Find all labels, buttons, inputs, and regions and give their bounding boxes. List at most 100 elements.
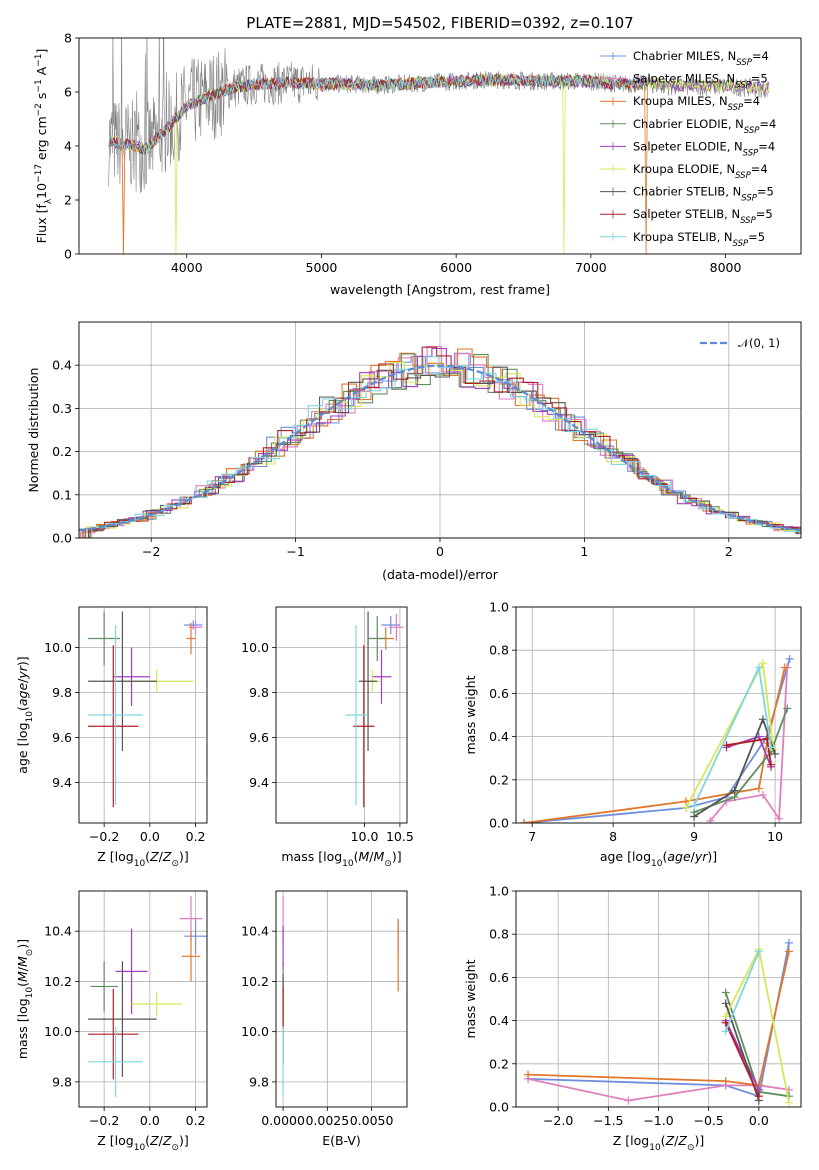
weight_vs_age-marker-salpeter_miles	[758, 790, 767, 799]
mass_vs_ebv-xtick-label: 0.0025	[305, 1113, 349, 1128]
weight_vs_age-xtick-label: 9	[690, 829, 698, 844]
weight_vs_age-lines	[520, 654, 794, 823]
residuals-hist	[79, 345, 801, 538]
weight_vs_z-ytick-label: 0.4	[489, 1013, 509, 1028]
age_vs_z-ytick-label: 10.0	[44, 640, 72, 655]
weight_vs_z-xtick-label: −0.5	[693, 1113, 723, 1128]
mass_vs_ebv-axes	[272, 891, 407, 1111]
legend-label-kroupa_elodie: Kroupa ELODIE, NSSP=4	[633, 162, 768, 181]
residuals-xtick-label: −1	[286, 544, 304, 559]
weight_vs_age-marker-kroupa_stelib	[767, 743, 776, 752]
residuals-axes	[75, 322, 801, 542]
age_vs_mass-xtick-label: 10.0	[351, 829, 379, 844]
residuals-xtick-label: 0	[436, 544, 444, 559]
mass_vs_ebv-ytick-label: 9.8	[249, 1074, 269, 1089]
spectrum-xtick-label: 7000	[575, 260, 607, 275]
weight_vs_age-marker-salpeter_miles	[706, 816, 715, 823]
mass_vs_z-ytick-label: 9.8	[52, 1074, 72, 1089]
weight_vs_age-xtick-label: 8	[609, 829, 617, 844]
residuals-ytick-label: 0.4	[52, 358, 72, 373]
weight_vs_z-marker-chabrier_stelib	[721, 999, 730, 1008]
mass-vs-z-xlabel: Z [log10(Z/Z⊙)]	[97, 1133, 189, 1153]
weight_vs_age-ytick-label: 0.6	[489, 686, 509, 701]
spectrum-ytick-label: 8	[64, 31, 72, 46]
spectrum-ytick-label: 6	[64, 85, 72, 100]
mass_vs_z-xtick-label: 0.2	[186, 1113, 206, 1128]
weight_vs_z-line-kroupa_elodie	[724, 946, 790, 1103]
residuals-ytick-label: 0.2	[52, 444, 72, 459]
residuals-hist-chabrier_miles	[79, 352, 801, 538]
weight_vs_age-ytick-label: 0.2	[489, 772, 509, 787]
weight_vs_age-line-kroupa_miles	[523, 667, 786, 823]
weight_vs_z-marker-salpeter_stelib	[754, 1092, 763, 1101]
weight_vs_z-frame	[515, 890, 802, 1108]
weight_vs_age-axes	[512, 606, 801, 827]
residuals-gaussian-curve	[79, 364, 801, 532]
weight_vs_z-ytick-label: 1.0	[489, 884, 509, 899]
legend-label-kroupa_stelib: Kroupa STELIB, NSSP=5	[633, 230, 765, 249]
weight-vs-z-xlabel: Z [log10(Z/Z⊙)]	[613, 1133, 705, 1153]
weight_vs_age-marker-kroupa_stelib	[690, 801, 699, 810]
residuals-ytick-label: 0.0	[52, 531, 72, 546]
weight_vs_z-line-salpeter_elodie	[724, 1020, 760, 1091]
legend-label-chabrier_miles: Chabrier MILES, NSSP=4	[633, 49, 769, 68]
spectrum-title: PLATE=2881, MJD=54502, FIBERID=0392, z=0…	[246, 14, 633, 32]
weight_vs_z-marker-kroupa_miles	[524, 1070, 533, 1079]
mass_vs_z-xtick-label: −0.2	[89, 1113, 119, 1128]
weight_vs_age-xtick-label: 10	[767, 829, 783, 844]
weight_vs_age-marker-kroupa_stelib	[754, 663, 763, 672]
residuals-hist-chabrier_elodie	[83, 353, 801, 538]
residuals-hist-salpeter_elodie	[84, 347, 801, 538]
weight_vs_age-marker-chabrier_stelib	[771, 749, 780, 758]
legend-label-chabrier_elodie: Chabrier ELODIE, NSSP=4	[633, 117, 776, 136]
age_vs_mass-frame	[275, 606, 408, 824]
spectrum-axes	[75, 37, 726, 258]
weight_vs_z-ytick-label: 0.8	[489, 927, 509, 942]
mass_vs_ebv-xtick-label: 0.0050	[350, 1113, 394, 1128]
weight_vs_z-marker-chabrier_miles	[784, 938, 793, 947]
weight_vs_age-marker-kroupa_elodie	[758, 659, 767, 668]
mass_vs_ebv-points	[282, 896, 399, 1097]
spectrum-ytick-label: 0	[64, 247, 72, 262]
age_vs_mass-points	[345, 611, 404, 808]
weight-vs-age-xlabel: age [log10(age/yr)]	[600, 849, 717, 869]
weight_vs_age-xtick-label: 7	[528, 829, 536, 844]
weight_vs_age-marker-chabrier_elodie	[783, 704, 792, 713]
mass_vs_ebv-ytick-label: 10.2	[241, 974, 269, 989]
weight_vs_age-line-chabrier_elodie	[693, 708, 789, 814]
legend-label-salpeter_elodie: Salpeter ELODIE, NSSP=4	[633, 139, 775, 158]
weight_vs_age-marker-salpeter_stelib	[722, 741, 731, 750]
mass_vs_z-ytick-label: 10.4	[44, 924, 72, 939]
spectrum-lines	[108, 38, 770, 254]
weight_vs_age-marker-chabrier_stelib	[730, 786, 739, 795]
age_vs_z-frame	[78, 606, 208, 824]
age_vs_z-ytick-label: 9.4	[52, 775, 72, 790]
age_vs_z-xtick-label: −0.2	[89, 829, 119, 844]
age_vs_mass-ytick-label: 9.4	[249, 775, 269, 790]
age_vs_mass-ytick-label: 9.8	[249, 685, 269, 700]
weight_vs_age-marker-chabrier_miles	[785, 654, 794, 663]
mass_vs_z-ytick-label: 10.0	[44, 1024, 72, 1039]
age_vs_z-ytick-label: 9.6	[52, 730, 72, 745]
spectrum-ytick-label: 2	[64, 193, 72, 208]
spectrum-frame	[78, 37, 802, 255]
weight_vs_z-line-kroupa_miles	[527, 951, 790, 1087]
weight_vs_age-marker-chabrier_stelib	[690, 812, 699, 821]
spectrum-xlabel: wavelength [Angstrom, rest frame]	[330, 282, 550, 297]
spectrum-ytick-label: 4	[64, 139, 72, 154]
age_vs_z-xtick-label: 0.2	[186, 829, 206, 844]
age_vs_z-points	[88, 611, 203, 808]
mass_vs_ebv-frame	[275, 890, 408, 1108]
weight_vs_age-ytick-label: 0.0	[489, 816, 509, 831]
residuals-hist-chabrier_stelib	[87, 366, 801, 538]
weight_vs_z-lines	[524, 938, 793, 1107]
weight_vs_age-ylabel: mass weight	[463, 675, 478, 754]
weight_vs_z-ytick-label: 0.2	[489, 1056, 509, 1071]
residuals-xtick-label: −2	[142, 544, 160, 559]
residuals-ytick-label: 0.3	[52, 401, 72, 416]
residuals-ytick-label: 0.1	[52, 487, 72, 502]
weight_vs_z-ytick-label: 0.0	[489, 1100, 509, 1115]
weight_vs_age-marker-salpeter_stelib	[767, 760, 776, 769]
legend-label-salpeter_stelib: Salpeter STELIB, NSSP=5	[633, 207, 773, 226]
